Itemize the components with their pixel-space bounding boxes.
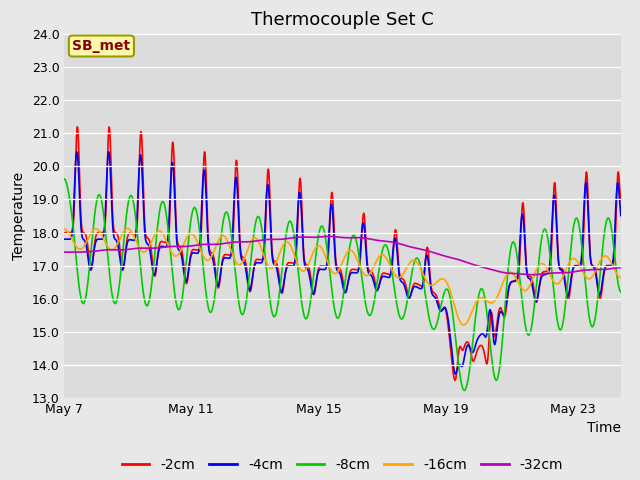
Legend: -2cm, -4cm, -8cm, -16cm, -32cm: -2cm, -4cm, -8cm, -16cm, -32cm — [116, 453, 569, 478]
Y-axis label: Temperature: Temperature — [12, 172, 26, 260]
Text: SB_met: SB_met — [72, 39, 131, 53]
X-axis label: Time: Time — [587, 421, 621, 435]
Title: Thermocouple Set C: Thermocouple Set C — [251, 11, 434, 29]
